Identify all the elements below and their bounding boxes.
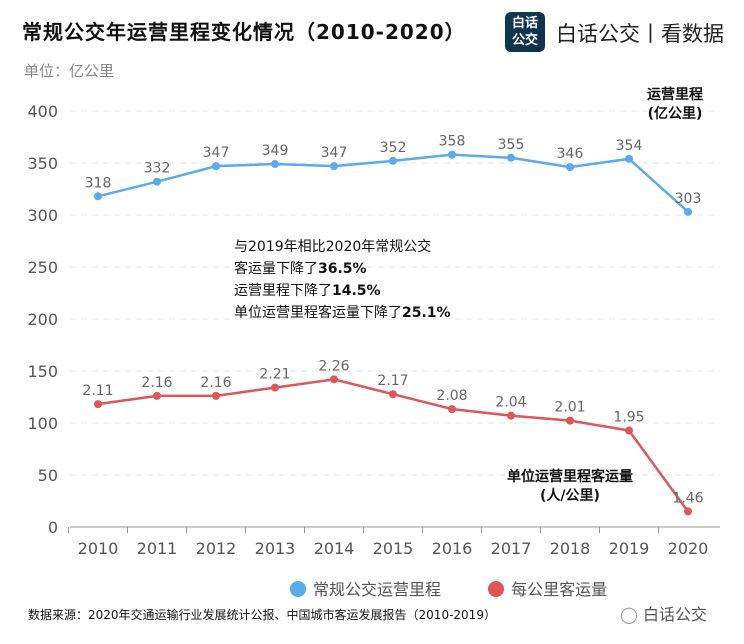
data-source: 数据来源：2020年交通运输行业发展统计公报、中国城市客运发展报告（2010-2… bbox=[28, 608, 496, 622]
data-point bbox=[94, 192, 102, 201]
legend-dot-red bbox=[488, 581, 505, 597]
watermark: ◯ 白话公交 bbox=[620, 605, 708, 624]
data-point bbox=[212, 391, 220, 400]
data-label: 352 bbox=[380, 140, 407, 156]
data-point bbox=[448, 405, 456, 414]
data-point bbox=[566, 163, 574, 172]
data-point bbox=[330, 162, 338, 171]
y-tick-label: 0 bbox=[48, 518, 58, 537]
data-point bbox=[153, 177, 161, 186]
data-label: 2.11 bbox=[82, 383, 113, 399]
data-label: 2.16 bbox=[141, 375, 172, 391]
y-tick-label: 250 bbox=[27, 258, 58, 277]
y-tick-label: 50 bbox=[38, 466, 58, 485]
chart-title: 常规公交年运营里程变化情况（2010-2020） bbox=[22, 20, 466, 44]
data-label: 2.04 bbox=[495, 395, 526, 411]
data-label: 347 bbox=[321, 145, 348, 161]
y-tick-label: 300 bbox=[27, 206, 58, 225]
data-label: 355 bbox=[498, 137, 525, 153]
brand-logo: 白话公交 bbox=[505, 12, 545, 52]
data-label: 354 bbox=[616, 138, 643, 154]
data-point bbox=[330, 375, 338, 384]
data-point bbox=[507, 411, 515, 420]
data-point bbox=[684, 207, 692, 216]
data-point bbox=[271, 383, 279, 392]
brand-text: 白话公交丨看数据 bbox=[556, 22, 724, 46]
data-point bbox=[389, 156, 397, 165]
x-tick-label: 2019 bbox=[609, 539, 650, 558]
data-point bbox=[153, 391, 161, 400]
legend: 常规公交运营里程 每公里客运量 bbox=[290, 576, 607, 600]
annotation-box: 与2019年相比2020年常规公交 客运量下降了36.5% 运营里程下降了14.… bbox=[234, 239, 451, 321]
data-point bbox=[389, 390, 397, 399]
data-label: 1.46 bbox=[672, 490, 703, 506]
wechat-icon: ◯ bbox=[620, 605, 638, 624]
legend-item-passengers[interactable]: 每公里客运量 bbox=[488, 580, 607, 599]
data-label: 347 bbox=[203, 145, 230, 161]
x-tick-label: 2017 bbox=[491, 539, 532, 558]
y-tick-label: 150 bbox=[27, 362, 58, 381]
x-tick-label: 2015 bbox=[373, 539, 414, 558]
y-tick-label: 100 bbox=[27, 414, 58, 433]
data-label: 349 bbox=[262, 143, 289, 159]
legend-item-mileage[interactable]: 常规公交运营里程 bbox=[290, 580, 441, 599]
data-point bbox=[94, 400, 102, 409]
x-tick-label: 2016 bbox=[432, 539, 473, 558]
data-point bbox=[625, 426, 633, 435]
series-label-passengers: 单位运营里程客运量 (人/公里) bbox=[507, 469, 633, 504]
x-tick-label: 2013 bbox=[255, 539, 296, 558]
data-label: 303 bbox=[675, 191, 702, 207]
data-label: 2.17 bbox=[377, 373, 408, 389]
y-tick-label: 200 bbox=[27, 310, 58, 329]
y-tick-label: 350 bbox=[27, 154, 58, 173]
data-point bbox=[684, 507, 692, 516]
data-label: 318 bbox=[85, 175, 112, 191]
data-label: 2.01 bbox=[554, 400, 585, 416]
x-tick-label: 2020 bbox=[668, 539, 709, 558]
data-label: 2.16 bbox=[200, 375, 231, 391]
data-label: 2.08 bbox=[436, 388, 467, 404]
x-tick-label: 2018 bbox=[550, 539, 591, 558]
x-tick-label: 2014 bbox=[314, 539, 355, 558]
data-point bbox=[507, 153, 515, 162]
data-label: 358 bbox=[439, 134, 466, 150]
x-tick-label: 2011 bbox=[137, 539, 178, 558]
data-point bbox=[212, 162, 220, 171]
y-axis-unit: 单位：亿公里 bbox=[24, 62, 115, 80]
data-label: 1.95 bbox=[613, 410, 644, 426]
data-point bbox=[625, 154, 633, 163]
y-tick-label: 400 bbox=[27, 102, 58, 121]
data-label: 2.21 bbox=[259, 367, 290, 383]
legend-dot-blue bbox=[290, 581, 306, 597]
data-label: 332 bbox=[144, 161, 171, 177]
data-point bbox=[448, 150, 456, 159]
data-label: 346 bbox=[557, 146, 584, 162]
x-tick-label: 2012 bbox=[196, 539, 237, 558]
x-tick-label: 2010 bbox=[78, 539, 119, 558]
data-label: 2.26 bbox=[318, 358, 349, 374]
data-point bbox=[566, 416, 574, 425]
data-point bbox=[271, 160, 279, 169]
series-label-mileage: 运营里程 (亿公里) bbox=[647, 87, 703, 122]
